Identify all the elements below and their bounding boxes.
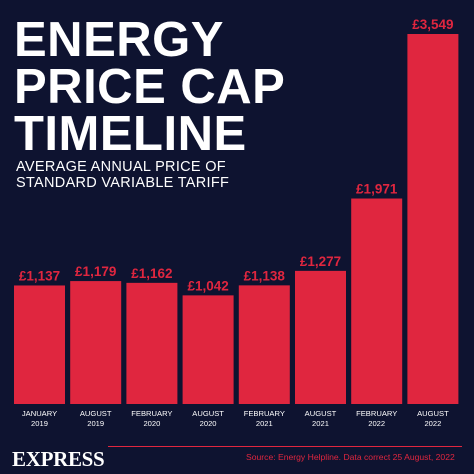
brand-logo: EXPRESS: [12, 447, 105, 471]
value-label-4: £1,138: [244, 268, 286, 283]
category-label-7-year: 2022: [424, 419, 441, 428]
bar-1: [70, 281, 122, 404]
title-line-1: ENERGY: [14, 13, 224, 67]
category-label-0-month: JANUARY: [22, 409, 57, 418]
value-label-7: £3,549: [412, 17, 453, 32]
subtitle-line-2: STANDARD VARIABLE TARIFF: [16, 175, 230, 191]
value-label-2: £1,162: [131, 266, 172, 281]
category-label-6-year: 2022: [368, 419, 385, 428]
bar-0: [14, 285, 65, 404]
value-label-5: £1,277: [300, 254, 341, 269]
category-label-3-month: AUGUST: [192, 409, 224, 418]
category-label-2-month: FEBRUARY: [131, 409, 172, 418]
bar-5: [295, 270, 346, 404]
bar-7: [407, 34, 459, 404]
value-label-1: £1,179: [75, 264, 116, 279]
value-label-0: £1,137: [19, 268, 60, 283]
bar-4: [238, 285, 290, 404]
category-label-6-month: FEBRUARY: [356, 409, 397, 418]
category-label-1-month: AUGUST: [80, 409, 112, 418]
value-label-3: £1,042: [187, 278, 228, 293]
source-note: Source: Energy Helpline. Data correct 25…: [246, 452, 455, 462]
category-label-5-year: 2021: [312, 419, 329, 428]
category-label-4-year: 2021: [256, 419, 273, 428]
footer-divider: [108, 446, 462, 447]
bar-2: [126, 282, 178, 404]
category-label-0-year: 2019: [31, 419, 48, 428]
category-label-2-year: 2020: [143, 419, 160, 428]
title-line-3: TIMELINE: [14, 107, 247, 161]
value-label-6: £1,971: [356, 182, 398, 197]
bar-6: [351, 198, 403, 404]
subtitle-line-1: AVERAGE ANNUAL PRICE OF: [16, 159, 226, 175]
category-label-4-month: FEBRUARY: [244, 409, 285, 418]
title-line-2: PRICE CAP: [14, 60, 286, 114]
category-label-7-month: AUGUST: [417, 409, 449, 418]
category-label-3-year: 2020: [200, 419, 217, 428]
category-label-5-month: AUGUST: [305, 409, 337, 418]
category-label-1-year: 2019: [87, 419, 104, 428]
bar-3: [182, 295, 234, 404]
